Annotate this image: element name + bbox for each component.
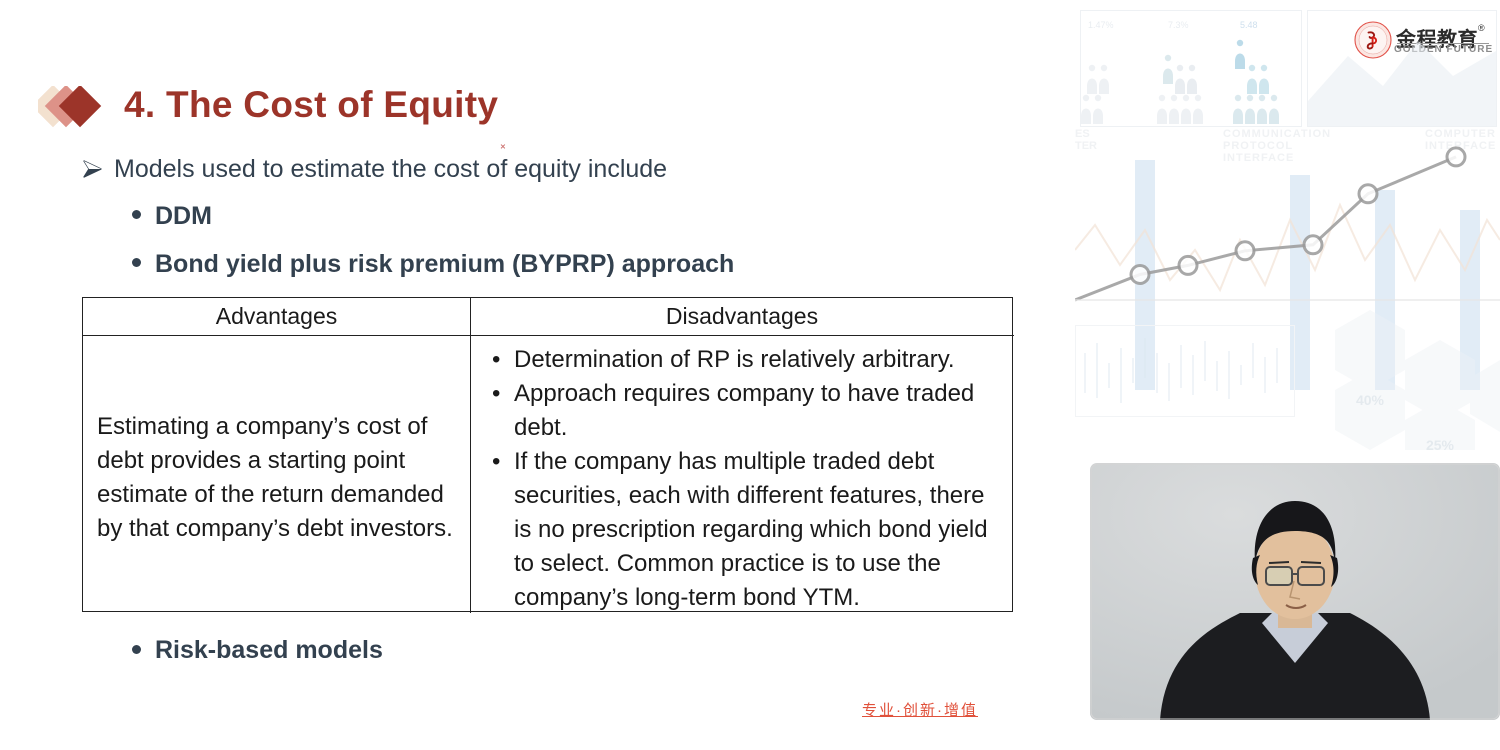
svg-text:5.48: 5.48 (1240, 20, 1258, 30)
svg-text:1.47%: 1.47% (1088, 20, 1114, 30)
svg-text:40%: 40% (1356, 392, 1385, 408)
svg-text:7.3%: 7.3% (1168, 20, 1189, 30)
svg-text:25%: 25% (1426, 437, 1455, 450)
